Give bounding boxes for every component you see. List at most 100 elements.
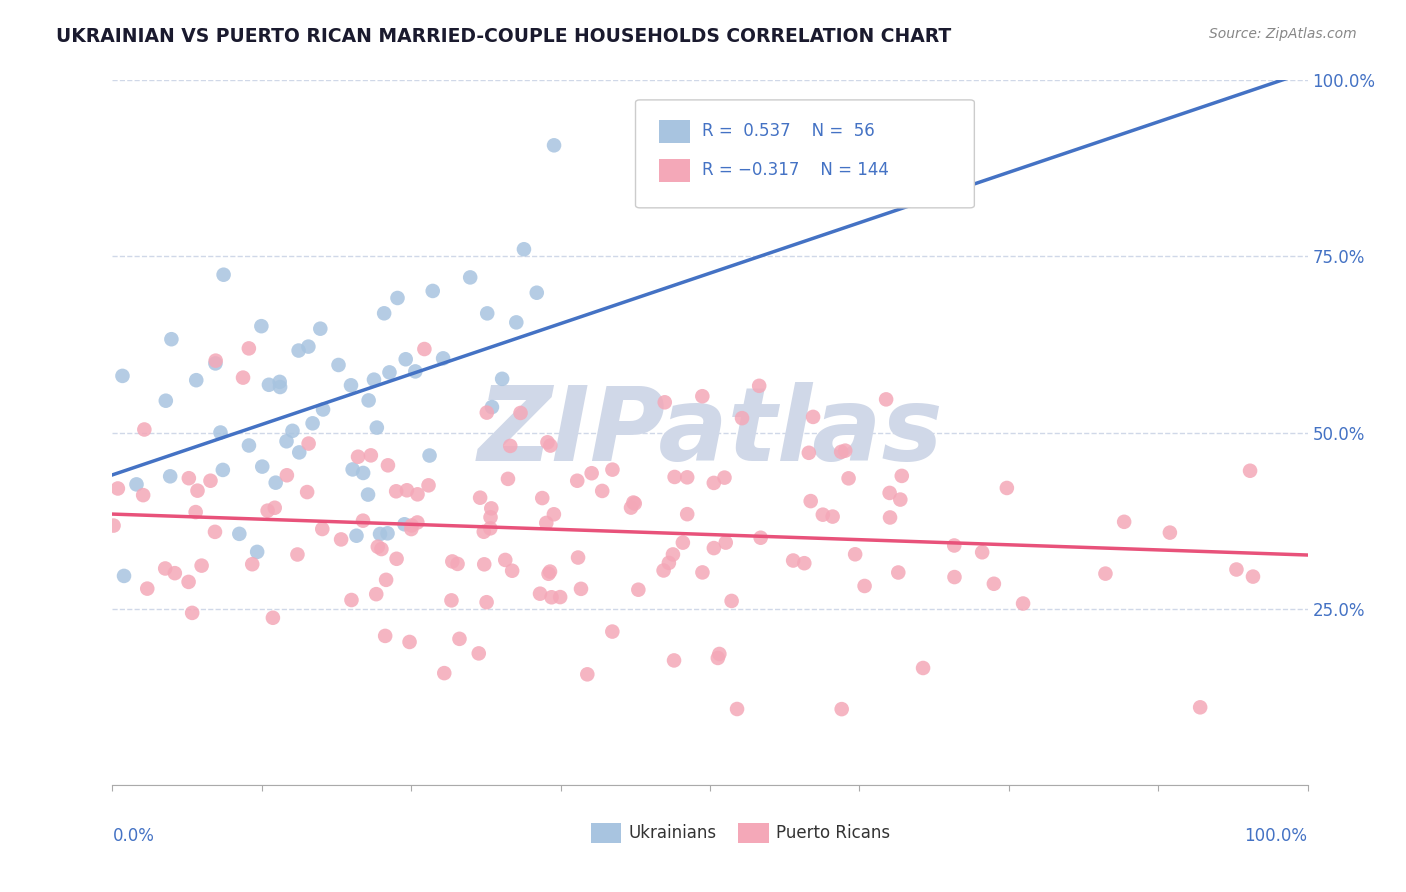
Point [357,487,380,501]
Point [419,449,441,463]
Point [531,491,554,505]
Text: UKRAINIAN VS PUERTO RICAN MARRIED-COUPLE HOUSEHOLDS CORRELATION CHART: UKRAINIAN VS PUERTO RICAN MARRIED-COUPLE… [56,27,952,45]
Text: Source: ZipAtlas.com: Source: ZipAtlas.com [1209,27,1357,41]
Point [394,517,416,532]
Point [567,474,589,488]
Text: R = −0.317    N = 144: R = −0.317 N = 144 [702,161,889,179]
Point [513,242,536,256]
Point [692,389,714,403]
Point [107,482,129,496]
Point [440,593,463,607]
Point [621,495,644,509]
Point [475,406,498,420]
Point [479,510,502,524]
Point [1159,525,1181,540]
Point [676,507,699,521]
Point [569,582,592,596]
Point [479,501,502,516]
Point [262,611,284,625]
Point [505,315,527,329]
Point [377,526,399,541]
Point [676,470,699,484]
Point [366,587,388,601]
Point [709,647,731,661]
Point [475,595,498,609]
Point [177,574,200,589]
Point [357,393,380,408]
Point [995,481,1018,495]
Point [536,435,558,450]
Point [713,470,735,484]
Point [398,635,420,649]
Point [276,434,298,449]
Point [731,411,754,425]
Point [481,400,503,414]
Point [352,514,374,528]
Point [662,548,685,562]
Point [200,474,222,488]
Point [346,529,368,543]
Point [1189,700,1212,714]
Point [413,342,436,356]
Point [378,365,401,379]
Point [703,475,725,490]
Point [853,579,876,593]
Point [538,439,561,453]
Point [125,477,148,491]
Point [548,590,571,604]
Point [163,566,186,581]
Point [446,557,468,571]
Point [342,462,364,476]
Point [889,492,911,507]
Point [281,424,304,438]
Point [499,439,522,453]
Point [529,587,551,601]
Point [432,351,454,366]
Point [1114,515,1136,529]
Point [363,373,385,387]
Point [472,558,495,572]
Point [295,485,318,500]
Point [658,556,681,570]
Point [370,542,392,557]
Point [186,373,208,387]
Point [543,508,565,522]
Point [627,582,650,597]
Point [246,545,269,559]
Point [890,469,912,483]
Point [406,487,429,501]
Point [401,522,423,536]
Point [591,483,613,498]
Point [373,306,395,320]
Point [276,468,298,483]
Text: Ukrainians: Ukrainians [628,824,717,842]
Point [112,569,135,583]
Point [155,561,177,575]
Point [263,500,285,515]
Point [879,510,901,524]
Text: 0.0%: 0.0% [112,827,155,846]
Point [983,576,1005,591]
Point [800,494,823,508]
Point [264,475,287,490]
Point [269,375,291,389]
Point [449,632,471,646]
Point [725,702,748,716]
Point [368,527,391,541]
Point [387,291,409,305]
Point [1012,597,1035,611]
Point [186,483,208,498]
Point [240,558,263,572]
Point [159,469,181,483]
Point [496,472,519,486]
Point [875,392,897,407]
Point [703,541,725,555]
Point [328,358,350,372]
Point [672,535,695,549]
Point [501,564,523,578]
Point [340,593,363,607]
Point [468,491,491,505]
Point [797,446,820,460]
Point [204,524,226,539]
Point [177,471,200,485]
